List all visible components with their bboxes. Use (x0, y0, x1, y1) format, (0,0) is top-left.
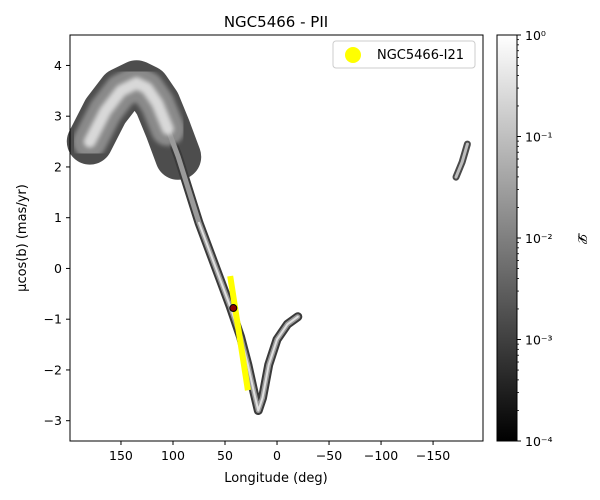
y-tick-label: 1 (54, 210, 62, 225)
x-tick-label: 50 (217, 448, 233, 463)
legend: NGC5466-I21 (332, 40, 476, 69)
colorbar-gradient (496, 34, 518, 442)
stream-core (198, 221, 299, 412)
yellow-track (227, 275, 251, 391)
x-tick-label: −100 (364, 448, 398, 463)
x-tick-label: −150 (416, 448, 450, 463)
chart-title: NGC5466 - PII (224, 13, 328, 31)
legend-marker (345, 47, 361, 63)
x-tick-label: 100 (161, 448, 185, 463)
x-tick-label: 0 (273, 448, 281, 463)
y-tick-label: 0 (54, 261, 62, 276)
stream-core-upper (83, 77, 174, 148)
colorbar-tick-label: 10⁻¹ (525, 130, 553, 145)
y-tick-label: −2 (44, 362, 62, 377)
x-axis-label: Longitude (deg) (224, 471, 327, 486)
colorbar-tick-label: 10⁻² (525, 231, 553, 246)
x-tick-label: −50 (316, 448, 342, 463)
colorbar-tick-label: 10⁰ (525, 28, 546, 43)
y-tick-label: 2 (54, 159, 62, 174)
colorbar-ticks: 10⁰ 10⁻¹ 10⁻² 10⁻³ 10⁻⁴ (517, 28, 553, 449)
legend-box (332, 40, 476, 69)
plot-frame (69, 34, 484, 442)
y-tick-label: −3 (44, 413, 62, 428)
legend-label: NGC5466-I21 (377, 48, 464, 63)
y-tick-label: 3 (54, 109, 62, 124)
colorbar-tick-label: 10⁻³ (525, 333, 553, 348)
stream-wrap-core (454, 142, 469, 179)
data-layer (66, 60, 471, 415)
y-tick-label: 4 (54, 58, 62, 73)
colorbar: 10⁰ 10⁻¹ 10⁻² 10⁻³ 10⁻⁴ 𝓛 (496, 28, 589, 449)
x-tick-label: 150 (109, 448, 133, 463)
colorbar-label: 𝓛 (574, 233, 589, 244)
cluster-marker (229, 304, 238, 313)
y-axis-label: μcos(b) (mas/yr) (15, 184, 30, 292)
colorbar-tick-label: 10⁻⁴ (525, 434, 553, 449)
y-tick-label: −1 (44, 312, 62, 327)
tick-layer: 150 100 50 0 −50 −100 −150 4 3 2 1 0 −1 −2 −3 (44, 58, 451, 463)
